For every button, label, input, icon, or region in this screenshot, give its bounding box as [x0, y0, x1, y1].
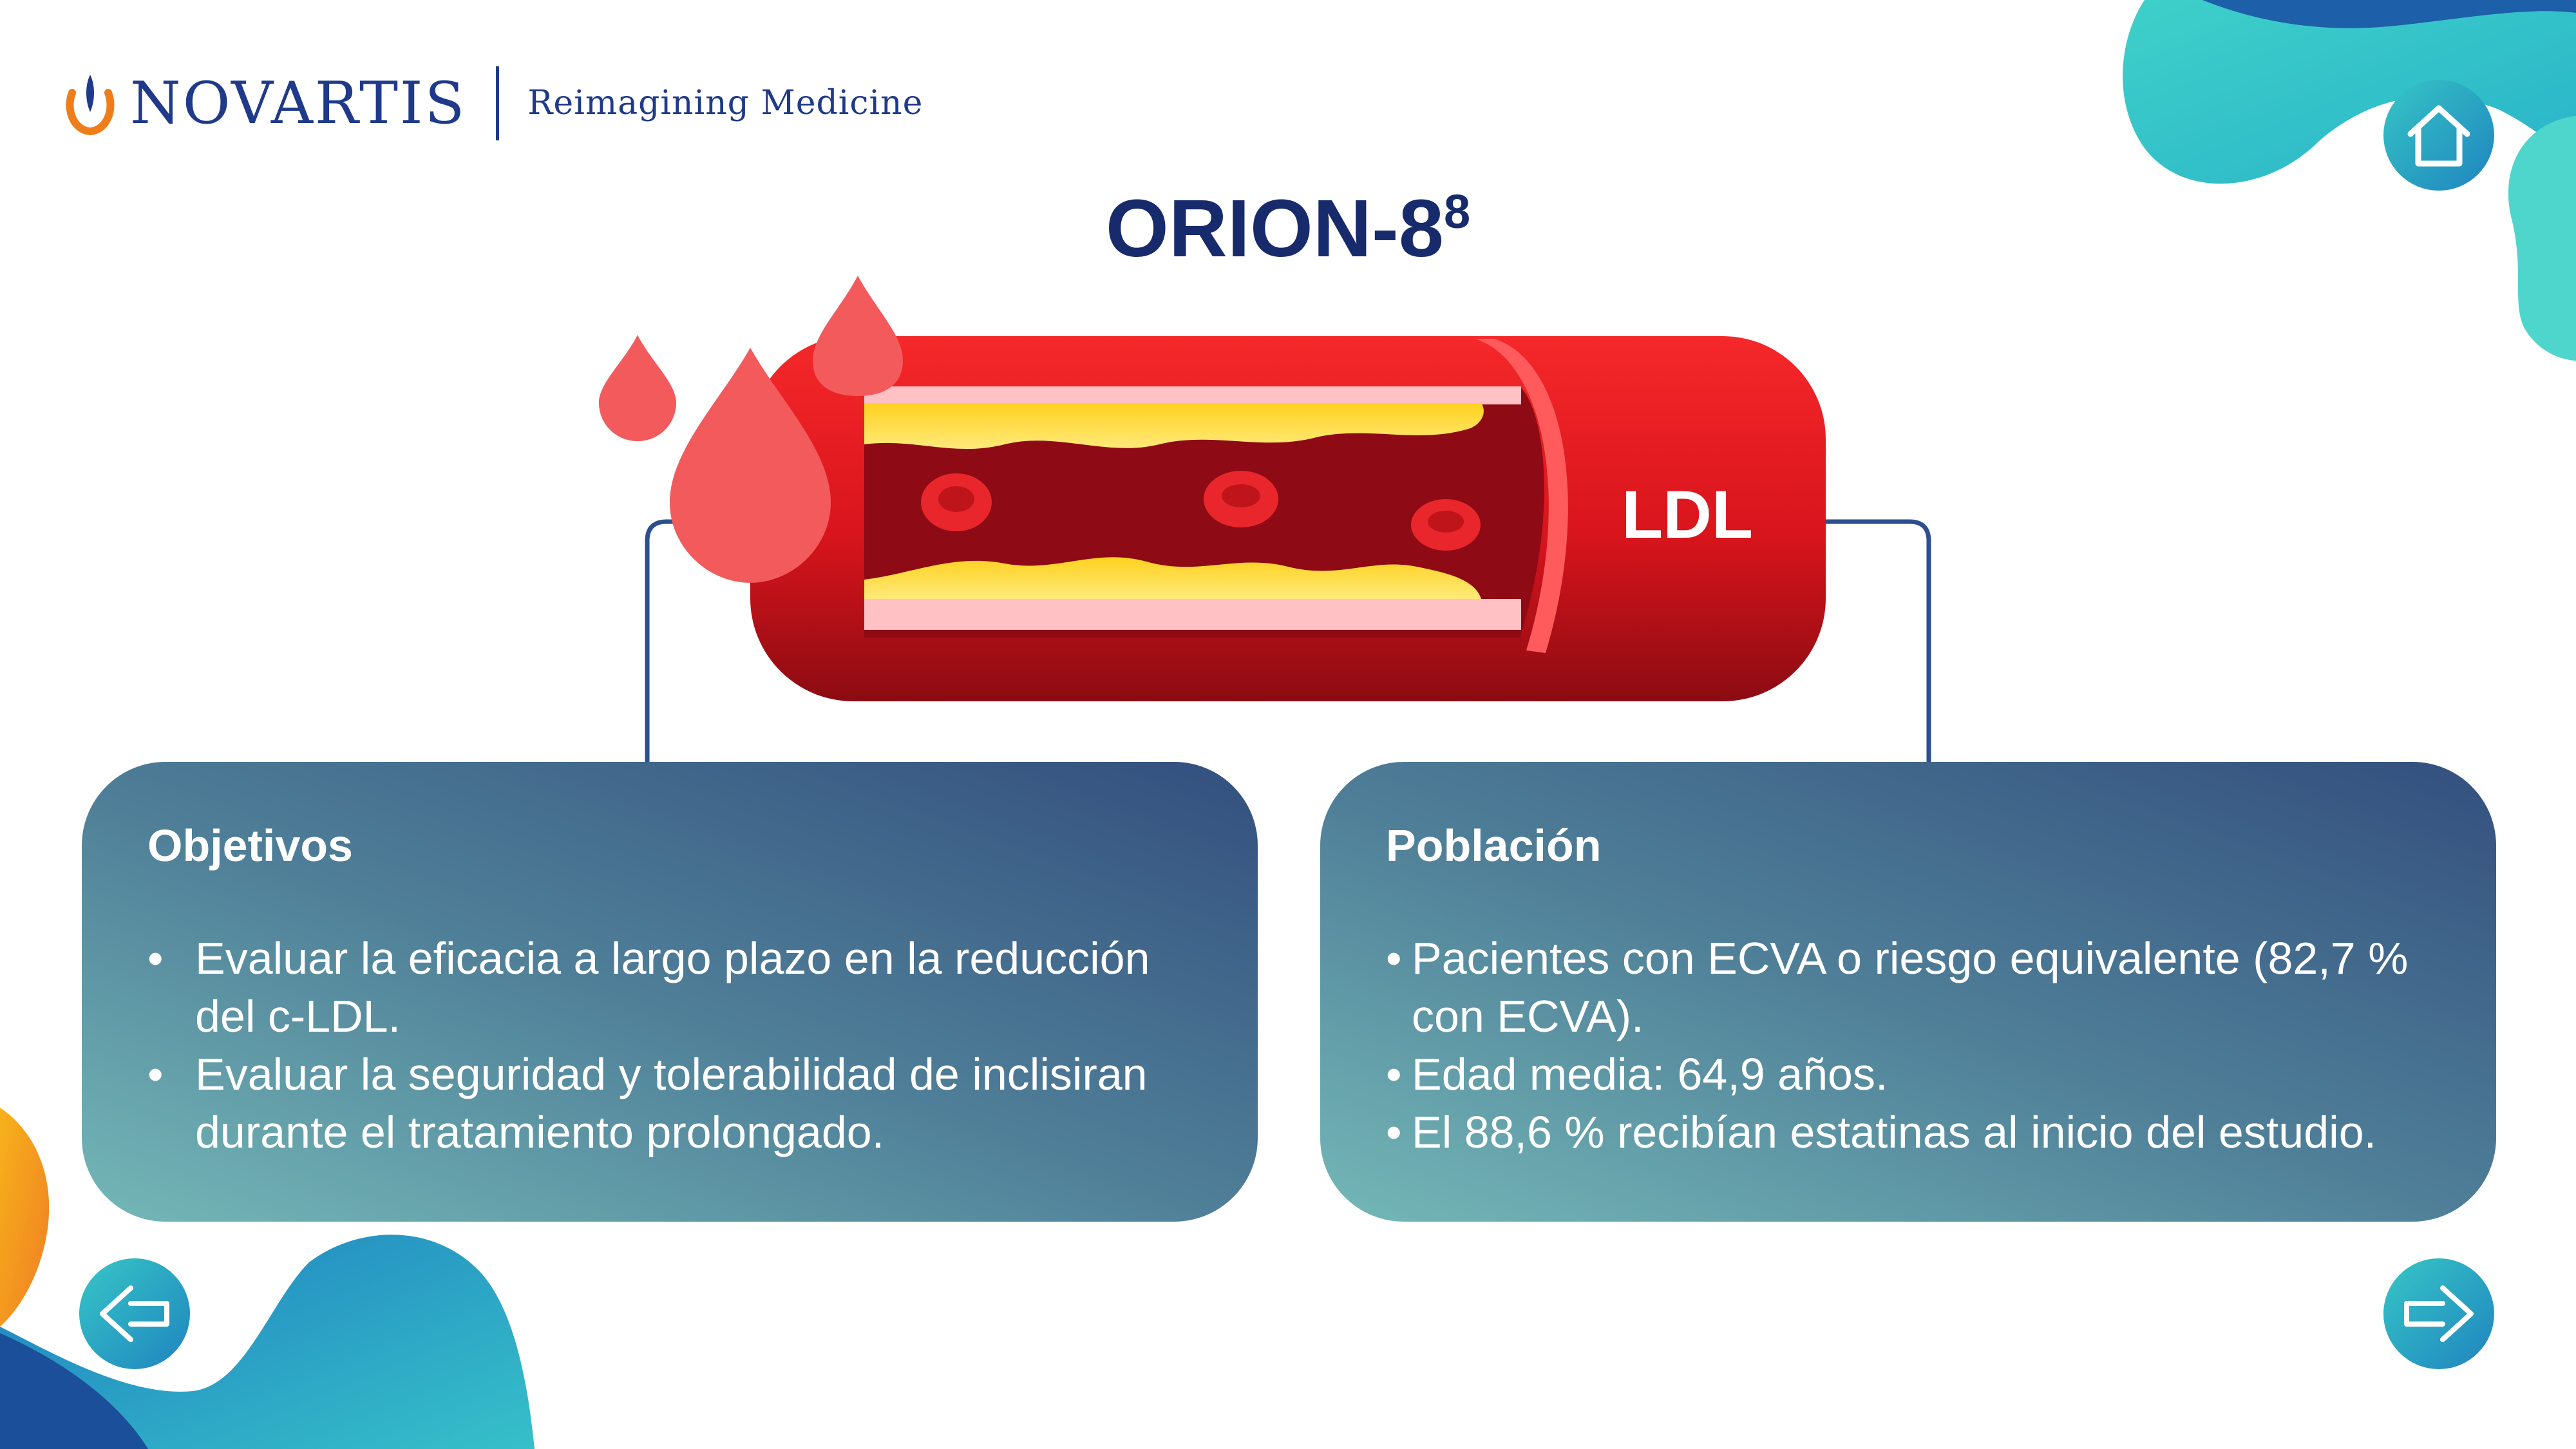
title-superscript: 8 [1443, 185, 1471, 238]
blood-cell-3 [1411, 499, 1481, 551]
connector-right [1816, 519, 1931, 762]
brand-header: NOVARTIS Reimagining Medicine [64, 64, 923, 142]
home-button[interactable] [2383, 80, 2494, 191]
objectives-title: Objetivos [147, 820, 353, 871]
teal-blob-right-edge [2508, 116, 2576, 361]
blood-drop-small-left [599, 335, 676, 441]
orange-blob-left [0, 1108, 50, 1327]
list-item: Evaluar la seguridad y tolerabilidad de … [147, 1045, 1204, 1161]
blue-blob-top [2202, 0, 2576, 28]
population-list: Pacientes con ECVA o riesgo equivalente … [1386, 929, 2442, 1161]
list-item: Edad media: 64,9 años. [1386, 1045, 2442, 1103]
plaque-bottom [864, 557, 1481, 599]
brand-name: NOVARTIS [130, 69, 467, 137]
list-item: Pacientes con ECVA o riesgo equivalente … [1386, 929, 2442, 1045]
blue-blob-bottom-left [0, 1235, 535, 1449]
arrow-right-icon [2383, 1258, 2494, 1369]
population-title: Población [1386, 820, 1602, 871]
objectives-card: Objetivos Evaluar la eficacia a largo pl… [82, 762, 1258, 1222]
home-icon [2383, 80, 2494, 191]
connector-left [645, 519, 759, 762]
next-button[interactable] [2383, 1258, 2494, 1369]
blood-drop-large [670, 348, 831, 583]
back-button[interactable] [79, 1258, 190, 1369]
population-card: Población Pacientes con ECVA o riesgo eq… [1320, 762, 2496, 1222]
teal-blob-top-right [2123, 0, 2576, 184]
brand-divider [496, 66, 500, 140]
objectives-list: Evaluar la eficacia a largo plazo en la … [147, 929, 1204, 1161]
plaque-top [864, 403, 1484, 450]
vessel-wall-top [864, 386, 1521, 404]
dark-blue-blob-corner [0, 1333, 148, 1449]
page-title: ORION-88 [1105, 183, 1471, 274]
vessel-wall-bottom [864, 599, 1521, 630]
novartis-logo-icon [66, 75, 115, 135]
blood-cell-2 [1204, 471, 1278, 527]
blood-cell-1 [921, 473, 992, 531]
brand-tagline: Reimagining Medicine [527, 84, 923, 122]
blood-drop-small-top [813, 276, 903, 396]
list-item: El 88,6 % recibían estatinas al inicio d… [1386, 1103, 2442, 1161]
vessel-rim [1475, 339, 1568, 653]
arrow-left-icon [79, 1258, 190, 1369]
list-item: Evaluar la eficacia a largo plazo en la … [147, 929, 1204, 1045]
vessel-label: LDL [1622, 477, 1753, 553]
